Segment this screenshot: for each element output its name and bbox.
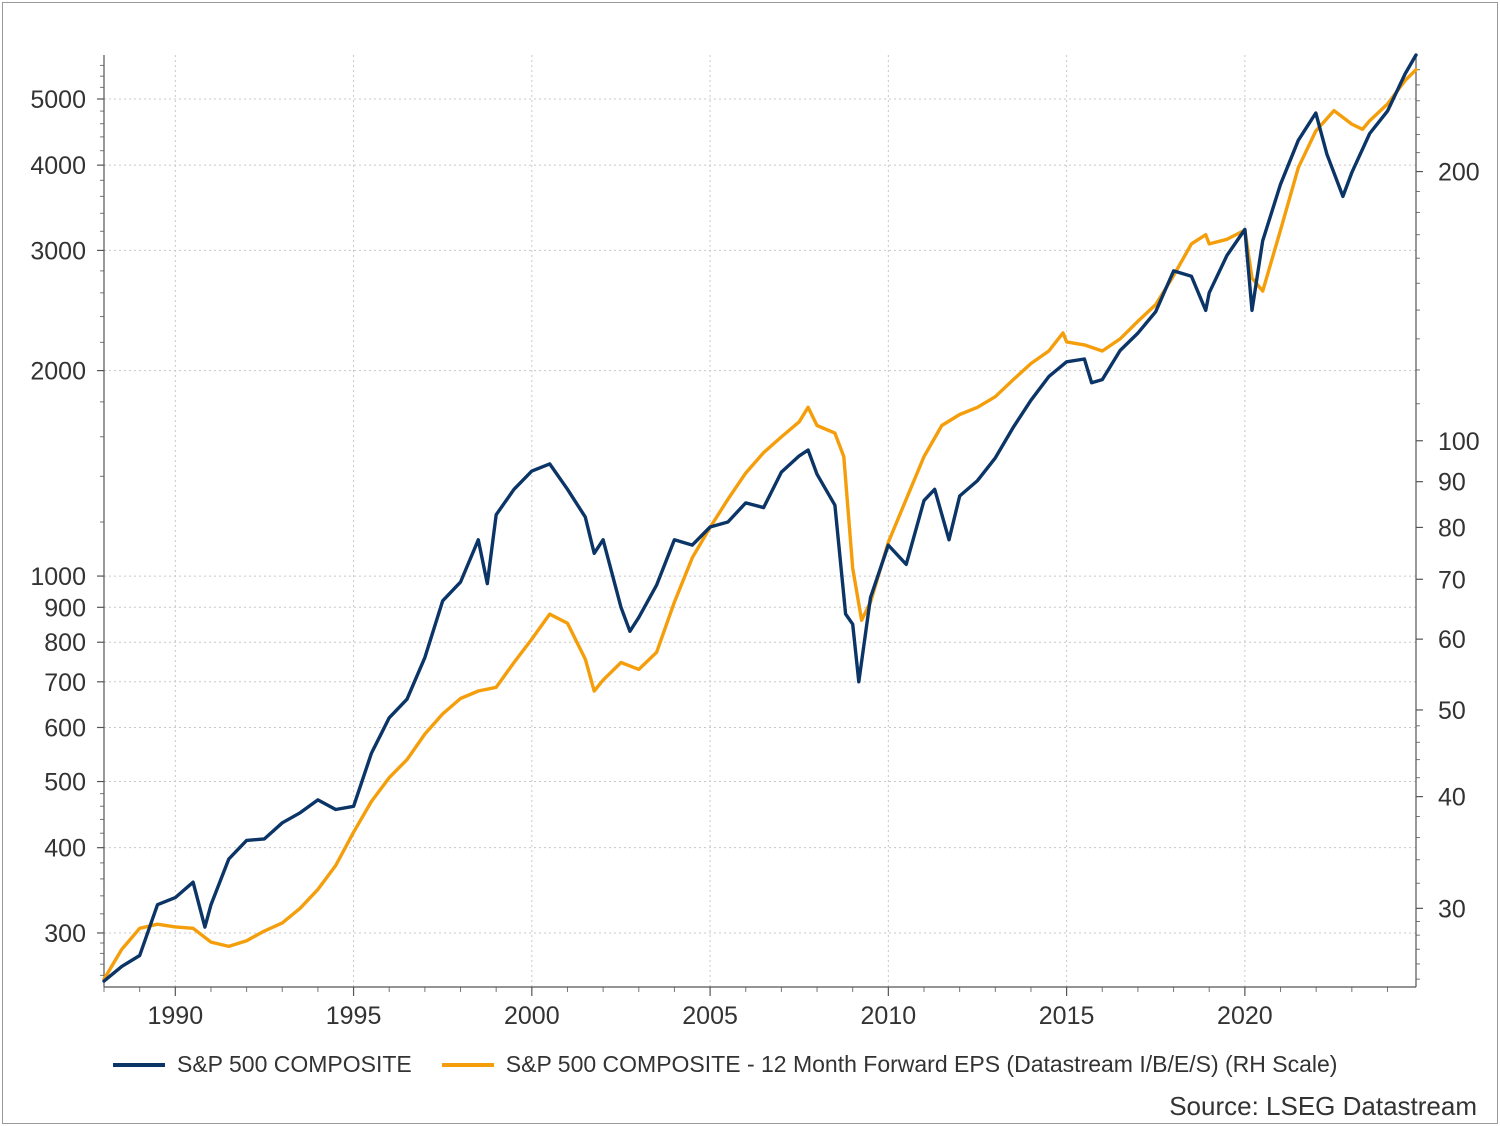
y-right-tick-label: 80 [1438,514,1466,542]
y-left-tick-label: 300 [44,920,86,948]
legend-item-eps: S&P 500 COMPOSITE - 12 Month Forward EPS… [441,1051,1338,1078]
legend-swatch-eps [441,1062,494,1067]
legend-label-eps: S&P 500 COMPOSITE - 12 Month Forward EPS… [505,1051,1338,1077]
legend-item-sp500: S&P 500 COMPOSITE [113,1051,412,1078]
x-tick-label: 2015 [1039,1002,1095,1030]
y-right-tick-label: 90 [1438,469,1466,497]
y-left-tick-label: 500 [44,769,86,797]
grid [104,55,1416,987]
y-right-tick-label: 200 [1438,159,1480,187]
y-left-tick-label: 800 [44,629,86,657]
y-right-tick-label: 40 [1438,784,1466,812]
line-chart: 1990 1995 2000 2005 2010 2015 2020 300 400 500 600… [30,53,1480,1030]
x-tick-label: 2020 [1217,1002,1273,1030]
x-tick-label: 1995 [326,1002,382,1030]
y-left-tick-label: 1000 [30,563,86,591]
y-left-tick-label: 3000 [30,237,86,265]
y-right-tick-label: 30 [1438,895,1466,923]
x-tick-label: 2005 [682,1002,738,1030]
y-left-tick-label: 900 [44,594,86,622]
axes: 1990 1995 2000 2005 2010 2015 2020 300 400 500 600… [30,55,1480,1030]
legend: S&P 500 COMPOSITE S&P 500 COMPOSITE - 12… [113,1051,1367,1078]
source-note: Source: LSEG Datastream [1169,1091,1477,1121]
x-tick-label: 2000 [504,1002,560,1030]
y-right-tick-label: 100 [1438,428,1480,456]
x-tick-label: 2010 [861,1002,917,1030]
series-line-sp500 [102,53,1418,983]
legend-label-sp500: S&P 500 COMPOSITE [177,1051,412,1077]
y-left-tick-label: 5000 [30,86,86,114]
series-lines [102,53,1418,983]
x-tick-label: 1990 [147,1002,203,1030]
y-left-tick-label: 2000 [30,358,86,386]
y-left-tick-label: 600 [44,714,86,742]
series-line-forward-eps [102,68,1418,981]
y-left-tick-label: 400 [44,835,86,863]
y-left-tick-label: 4000 [30,152,86,180]
legend-swatch-sp500 [113,1062,165,1067]
y-right-tick-label: 70 [1438,566,1466,594]
y-left-tick-label: 700 [44,669,86,697]
y-right-tick-label: 60 [1438,626,1466,654]
y-right-tick-label: 50 [1438,697,1466,725]
